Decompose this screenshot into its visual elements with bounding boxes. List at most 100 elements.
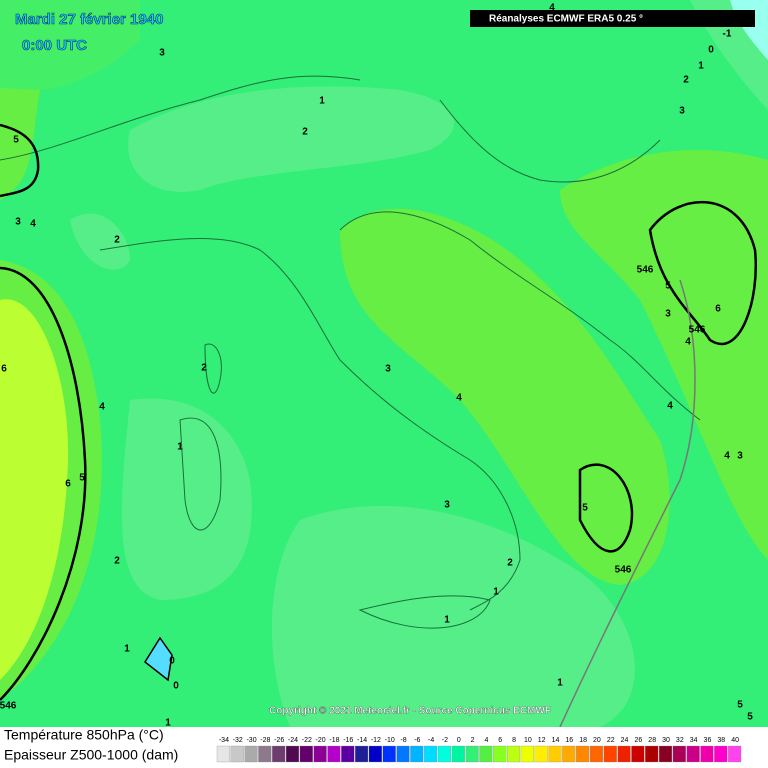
contour-label: 3: [159, 48, 165, 59]
scale-swatch: [216, 745, 230, 763]
scale-value: 30: [662, 737, 670, 744]
cold-pocket: [144, 636, 173, 682]
scale-value: -4: [428, 737, 434, 744]
contour-label: 3: [444, 500, 450, 511]
contour-label: 5: [13, 135, 19, 146]
scale-swatch: [672, 745, 686, 763]
scale-value: -8: [400, 737, 406, 744]
scale-value: -2: [442, 737, 448, 744]
contour-label: 1: [165, 718, 171, 729]
scale-value: -30: [246, 737, 256, 744]
scale-swatch: [327, 745, 341, 763]
region: [0, 0, 140, 91]
time-title: 0:00 UTC: [22, 37, 87, 54]
scale-value: -28: [260, 737, 270, 744]
scale-swatch: [520, 745, 534, 763]
contour-label: 1: [319, 96, 325, 107]
scale-swatch: [244, 745, 258, 763]
scale-swatch: [534, 745, 548, 763]
scale-swatch: [576, 745, 590, 763]
scale-value: -6: [414, 737, 420, 744]
scale-swatch: [562, 745, 576, 763]
contour-label: 3: [665, 309, 671, 320]
scale-value: -16: [343, 737, 353, 744]
contour-label: 1: [557, 678, 563, 689]
scale-swatch: [341, 745, 355, 763]
scale-value: -26: [274, 737, 284, 744]
scale-swatch: [230, 745, 244, 763]
thickness-label: Epaisseur Z500-1000 (dam): [4, 747, 178, 763]
scale-value: 0: [457, 737, 461, 744]
contour-label: 2: [683, 75, 689, 86]
contour-label: 546: [0, 701, 17, 712]
scale-swatch: [479, 745, 493, 763]
contour-label: 3: [679, 106, 685, 117]
contour-label: 1: [444, 615, 450, 626]
scale-swatch: [313, 745, 327, 763]
warm-region: [340, 208, 670, 585]
scale-value: 32: [676, 737, 684, 744]
contour-label: 2: [201, 363, 207, 374]
scale-swatch: [437, 745, 452, 763]
scale-value: 4: [484, 737, 488, 744]
copyright: Copyright © 2021 Meteociel.fr - Source C…: [269, 706, 551, 717]
contour-label: 2: [507, 558, 513, 569]
scale-value: 14: [552, 737, 560, 744]
contour-label: 4: [685, 337, 691, 348]
contour-label: 2: [114, 556, 120, 567]
scale-swatch: [631, 745, 645, 763]
scale-swatch: [355, 745, 369, 763]
contour-label: 4: [549, 3, 555, 14]
scale-swatch: [410, 745, 424, 763]
scale-swatch: [728, 745, 742, 763]
contour-label: 4: [724, 451, 730, 462]
scale-swatch: [382, 745, 396, 763]
scale-swatch: [548, 745, 562, 763]
scale-swatch: [258, 745, 272, 763]
contour-label: 5: [747, 712, 753, 723]
scale-value: 38: [717, 737, 725, 744]
source-box: [470, 10, 755, 27]
region: [0, 88, 40, 200]
contour-label: 6: [65, 479, 71, 490]
scale-value: -22: [302, 737, 312, 744]
contour-label: 1: [124, 644, 130, 655]
scale-swatch: [368, 745, 382, 763]
scale-value: 2: [471, 737, 475, 744]
scale-value: 8: [512, 737, 516, 744]
contour-label: -1: [723, 29, 732, 40]
scale-value: 22: [607, 737, 615, 744]
scale-value: -20: [316, 737, 326, 744]
scale-value: -24: [288, 737, 298, 744]
contour-label: 2: [302, 127, 308, 138]
cool-region: [121, 398, 252, 600]
scale-swatch: [285, 745, 300, 763]
warm-region: [0, 299, 69, 680]
contour-label: 546: [615, 565, 632, 576]
scale-value: 26: [634, 737, 642, 744]
scale-swatch: [603, 745, 617, 763]
isoline: [559, 279, 696, 728]
scale-value: 6: [498, 737, 502, 744]
scale-value: -14: [357, 737, 367, 744]
scale-value: -18: [329, 737, 339, 744]
scale-value: 20: [593, 737, 601, 744]
scale-value: 36: [704, 737, 712, 744]
scale-swatch: [493, 745, 507, 763]
contour-label: 0: [173, 681, 179, 692]
contour-label: 4: [99, 402, 105, 413]
contour-label: 1: [177, 442, 183, 453]
scale-swatch: [617, 745, 631, 763]
scale-value: 40: [731, 737, 739, 744]
temperature-label: Température 850hPa (°C): [4, 727, 164, 743]
thickness-546: [0, 123, 757, 701]
scale-swatch: [272, 745, 286, 763]
contour-label: 6: [1, 364, 7, 375]
contour-label: 3: [385, 364, 391, 375]
contour-label: 546: [637, 265, 654, 276]
scale-value: 12: [538, 737, 546, 744]
contour-label: 4: [456, 393, 462, 404]
contour-label: 546: [689, 325, 706, 336]
contour-label: 1: [698, 61, 704, 72]
